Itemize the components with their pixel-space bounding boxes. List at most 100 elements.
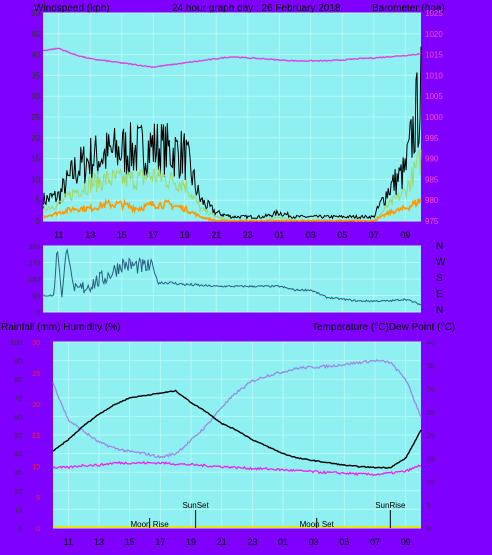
rainfall-tick: 30 xyxy=(32,340,40,347)
humidity-tick: 40 xyxy=(14,452,22,459)
barometer-tick: 985 xyxy=(425,175,439,184)
windspeed-tick: 15 xyxy=(31,155,40,164)
temperature-tick: 30 xyxy=(427,387,435,394)
barometer-tick: 1020 xyxy=(425,30,443,39)
time-tick: 03 xyxy=(309,537,319,547)
compass-point: N xyxy=(436,305,443,316)
direction-series xyxy=(42,247,422,306)
temperature-tick: 5 xyxy=(427,503,431,510)
direction-tick: 270 xyxy=(28,261,40,268)
barometer-tick: 1025 xyxy=(425,9,443,18)
annotation-label: SunRise xyxy=(375,501,406,510)
windspeed-tick: 0 xyxy=(36,217,41,226)
astro-annotations: Moon Rise SunSet Moon Set SunRise xyxy=(130,501,406,529)
compass-point: S xyxy=(436,273,443,284)
humidity-tick: 60 xyxy=(14,414,22,421)
annotation-label: Moon Rise xyxy=(130,520,169,529)
time-tick: 21 xyxy=(217,537,227,547)
time-tick: 05 xyxy=(337,230,347,240)
dewpoint-line xyxy=(52,460,422,477)
direction-tick: 0 xyxy=(36,310,40,317)
humidity-tick: 10 xyxy=(14,507,22,514)
time-tick: 07 xyxy=(370,537,380,547)
wind-series xyxy=(42,46,422,223)
time-tick: 01 xyxy=(274,230,284,240)
barometer-tick: 1000 xyxy=(425,113,443,122)
temperature-tick: 40 xyxy=(427,340,435,347)
time-tick: 21 xyxy=(211,230,221,240)
barometer-tick: 1005 xyxy=(425,92,443,101)
rainfall-tick: 25 xyxy=(32,371,40,378)
time-tick: 13 xyxy=(85,230,95,240)
windspeed-tick: 40 xyxy=(31,51,40,60)
barometer-tick: 1015 xyxy=(425,51,443,60)
humidity-tick: 0 xyxy=(18,526,22,533)
barometer-axis: 975 980 985 990 995 1000 1005 1010 1015 1020 1025 xyxy=(425,9,443,226)
direction-axis: 0 90 180 270 360 xyxy=(28,244,40,317)
direction-tick: 180 xyxy=(28,277,40,284)
time-tick: 15 xyxy=(117,230,127,240)
time-tick: 09 xyxy=(401,537,411,547)
humidity-tick: 50 xyxy=(14,433,22,440)
time-tick: 19 xyxy=(186,537,196,547)
time-tick: 03 xyxy=(306,230,316,240)
rain-humidity-label: Rainfall (mm) Humidity (%) xyxy=(1,322,120,333)
direction-tick: 90 xyxy=(32,294,40,301)
windspeed-tick: 5 xyxy=(36,196,41,205)
barometer-tick: 990 xyxy=(425,155,439,164)
time-tick: 01 xyxy=(278,537,288,547)
compass-point: W xyxy=(436,257,446,268)
annotation-label: Moon Set xyxy=(300,520,335,529)
windspeed-tick: 25 xyxy=(31,113,40,122)
time-tick: 09 xyxy=(400,230,410,240)
temperature-axis: 0 5 10 15 20 25 30 35 40 xyxy=(427,340,435,533)
annotation-label: SunSet xyxy=(182,501,209,510)
wind-low-line xyxy=(42,198,422,223)
windspeed-tick: 35 xyxy=(31,71,40,80)
time-tick: 05 xyxy=(339,537,349,547)
compass-point: N xyxy=(436,241,443,252)
rainfall-axis: 0 5 10 15 20 25 30 xyxy=(32,340,40,533)
time-tick: 11 xyxy=(64,537,73,547)
time-tick: 17 xyxy=(155,537,165,547)
temperature-tick: 10 xyxy=(427,480,435,487)
humidity-tick: 70 xyxy=(14,396,22,403)
compass-point: E xyxy=(436,289,443,300)
time-tick: 13 xyxy=(94,537,104,547)
time-tick: 23 xyxy=(247,537,257,547)
graph-title: 24 hour graph day : 26 February 2018 xyxy=(172,3,341,14)
windspeed-tick: 50 xyxy=(31,9,40,18)
temperature-tick: 0 xyxy=(427,526,431,533)
rainfall-tick: 20 xyxy=(32,402,40,409)
temperature-tick: 25 xyxy=(427,410,435,417)
temperature-tick: 15 xyxy=(427,456,435,463)
humidity-tick: 30 xyxy=(14,470,22,477)
barometer-tick: 995 xyxy=(425,134,439,143)
barometer-tick: 975 xyxy=(425,217,439,226)
windspeed-tick: 20 xyxy=(31,134,40,143)
wind-gust-line xyxy=(42,46,422,220)
humidity-tick: 100 xyxy=(10,340,22,347)
windspeed-tick: 10 xyxy=(31,175,40,184)
rainfall-tick: 15 xyxy=(32,433,40,440)
time-tick: 11 xyxy=(54,230,63,240)
windspeed-tick: 30 xyxy=(31,92,40,101)
windspeed-tick: 45 xyxy=(31,30,40,39)
time-tick: 17 xyxy=(148,230,158,240)
wind-grid xyxy=(43,12,421,222)
temperature-tick: 35 xyxy=(427,363,435,370)
rainfall-tick: 0 xyxy=(36,526,40,533)
barometer-tick: 980 xyxy=(425,196,439,205)
humidity-tick: 20 xyxy=(14,489,22,496)
temperature-line xyxy=(52,389,422,469)
humidity-axis: 0 10 20 30 40 50 60 70 80 90 100 xyxy=(10,340,22,533)
direction-grid xyxy=(43,245,421,313)
barometer-tick: 1010 xyxy=(425,71,443,80)
windspeed-label: Windspeed (kph) xyxy=(34,3,110,14)
humidity-line xyxy=(52,359,422,459)
time-tick: 23 xyxy=(243,230,253,240)
temp-series xyxy=(52,359,422,477)
direction-tick: 360 xyxy=(28,244,40,251)
temp-time-axis: 11 13 15 17 19 21 23 01 03 05 07 09 xyxy=(64,537,411,547)
